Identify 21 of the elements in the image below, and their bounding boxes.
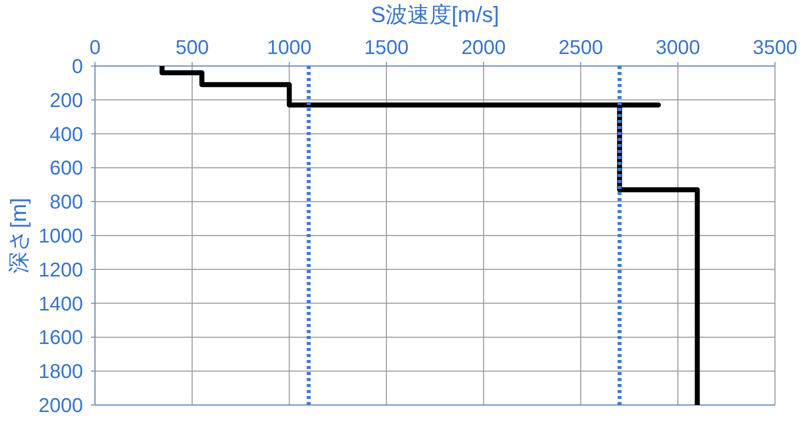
- y-tick-label: 0: [72, 56, 83, 78]
- y-tick-label: 200: [50, 90, 83, 112]
- y-tick-label: 600: [50, 158, 83, 180]
- y-tick-label: 1200: [38, 259, 83, 282]
- y-tick-label: 1800: [38, 361, 83, 384]
- x-tick-label: 1000: [267, 37, 312, 59]
- y-axis-title: 深さ[m]: [6, 198, 31, 274]
- x-tick-label: 0: [89, 37, 101, 59]
- y-tick-label: 400: [50, 124, 83, 146]
- y-tick-label: 1400: [38, 293, 83, 316]
- y-tick-label: 800: [50, 192, 83, 214]
- x-tick-label: 500: [175, 37, 209, 59]
- x-tick-label: 3500: [752, 37, 798, 59]
- x-tick-label: 3000: [656, 37, 700, 59]
- y-tick-label: 1000: [38, 226, 83, 248]
- x-tick-label: 1500: [364, 37, 409, 59]
- x-tick-label: 2500: [558, 37, 603, 59]
- x-axis-title: S波速度[m/s]: [370, 2, 500, 27]
- y-tick-label: 2000: [38, 395, 83, 417]
- y-tick-label: 1600: [38, 327, 83, 350]
- x-tick-label: 2000: [461, 37, 506, 59]
